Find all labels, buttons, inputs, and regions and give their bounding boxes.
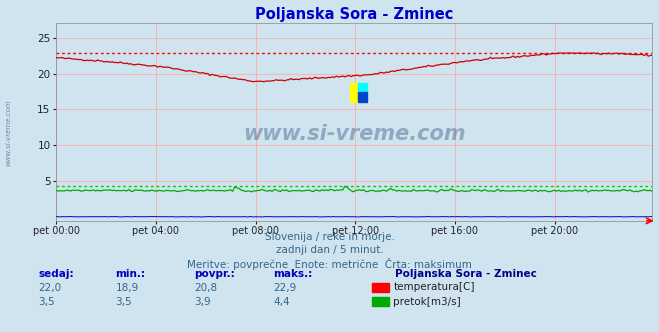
Bar bbox=[350, 83, 358, 102]
Text: povpr.:: povpr.: bbox=[194, 269, 235, 279]
Text: pretok[m3/s]: pretok[m3/s] bbox=[393, 297, 461, 307]
Text: temperatura[C]: temperatura[C] bbox=[393, 283, 475, 292]
Text: 4,4: 4,4 bbox=[273, 297, 290, 307]
Text: sedaj:: sedaj: bbox=[38, 269, 74, 279]
Text: maks.:: maks.: bbox=[273, 269, 313, 279]
Bar bbox=[358, 92, 367, 102]
Text: www.si-vreme.com: www.si-vreme.com bbox=[5, 99, 11, 166]
Text: zadnji dan / 5 minut.: zadnji dan / 5 minut. bbox=[275, 245, 384, 255]
Text: Meritve: povprečne  Enote: metrične  Črta: maksimum: Meritve: povprečne Enote: metrične Črta:… bbox=[187, 258, 472, 270]
Text: 20,8: 20,8 bbox=[194, 283, 217, 292]
Bar bbox=[358, 82, 367, 92]
Text: www.si-vreme.com: www.si-vreme.com bbox=[243, 124, 465, 144]
Text: 18,9: 18,9 bbox=[115, 283, 138, 292]
Text: 22,0: 22,0 bbox=[38, 283, 61, 292]
Text: 3,5: 3,5 bbox=[115, 297, 132, 307]
Text: min.:: min.: bbox=[115, 269, 146, 279]
Text: Slovenija / reke in morje.: Slovenija / reke in morje. bbox=[264, 232, 395, 242]
Text: 3,9: 3,9 bbox=[194, 297, 211, 307]
Title: Poljanska Sora - Zminec: Poljanska Sora - Zminec bbox=[255, 7, 453, 22]
Text: 22,9: 22,9 bbox=[273, 283, 297, 292]
Text: 3,5: 3,5 bbox=[38, 297, 55, 307]
Text: Poljanska Sora - Zminec: Poljanska Sora - Zminec bbox=[395, 269, 537, 279]
